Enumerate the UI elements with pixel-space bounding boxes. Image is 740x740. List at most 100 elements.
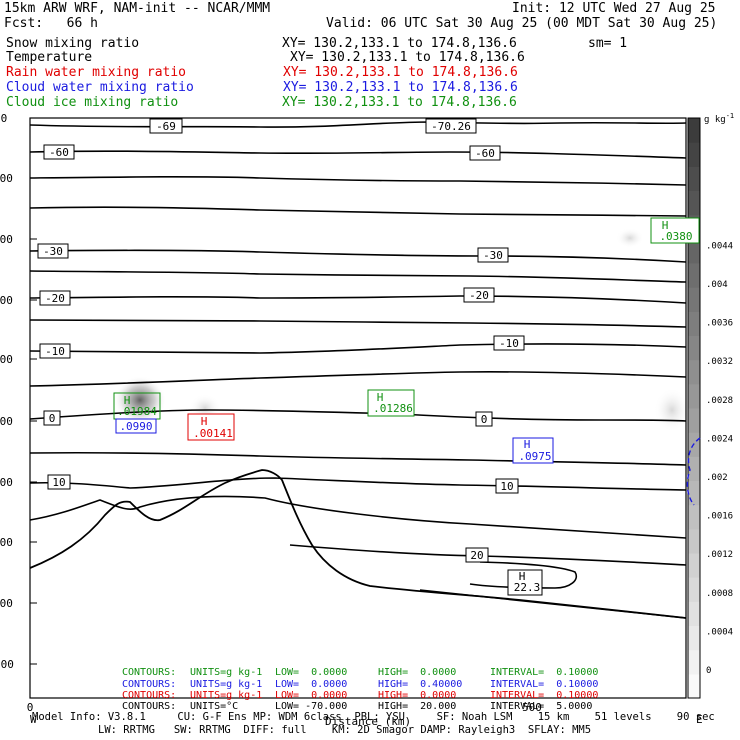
field-snow-xy: XY= 130.2,133.1 to 174.8,136.6 (282, 36, 517, 51)
label-max-temp-h: H (519, 570, 526, 583)
colorbar-swatch (688, 480, 700, 506)
y-tick-000: 000 (0, 658, 14, 671)
x-axis-label: Distance (km) (325, 715, 412, 728)
label-twenty: 20 (470, 549, 483, 562)
field-cloudwater-xy: XY= 130.2,133.1 to 174.8,136.6 (283, 80, 518, 95)
isotherm--30 (29, 249, 687, 263)
header-valid: Valid: 06 UTC Sat 30 Aug 25 (00 MDT Sat … (326, 16, 718, 31)
y-tick-700: 700 (0, 476, 13, 489)
legend-water-label: CONTOURS: (122, 679, 177, 690)
label-minus10-w: -10 (45, 345, 65, 358)
field-temperature-xy: XY= 130.2,133.1 to 174.8,136.6 (290, 50, 525, 65)
colorbar-tick-label: .0016 (706, 512, 733, 522)
label-minus7026: -70.26 (431, 120, 471, 133)
legend-ice-interval: INTERVAL= 0.10000 (490, 667, 599, 678)
field-cloudice-name: Cloud ice mixing ratio (6, 95, 179, 110)
label-zero-w: 0 (49, 412, 56, 425)
y-tick-400: 400 (0, 294, 13, 307)
y-tick-300: 300 (0, 233, 13, 246)
snow-shade-blob-east (654, 388, 690, 432)
field-cloudwater-name: Cloud water mixing ratio (6, 80, 194, 95)
legend-rain-high: HIGH= 0.0000 (378, 690, 457, 701)
colorbar-tick-label: .0008 (706, 589, 733, 599)
max-value-water-east: .0975 (518, 450, 551, 463)
label-box-minus69 (149, 118, 183, 134)
max-box-ice-mid (367, 389, 415, 417)
label-ten-e: 10 (500, 480, 513, 493)
isotherm--10 (29, 343, 687, 354)
header-init: Init: 12 UTC Wed 27 Aug 25 (512, 1, 716, 16)
legend-water-interval: INTERVAL= 0.10000 (490, 679, 599, 690)
legend-rain-label: CONTOURS: (122, 690, 177, 701)
legend-temp-low: LOW= -70.000 (275, 701, 348, 712)
isotherm--40 (29, 206, 687, 217)
colorbar-swatch (688, 311, 700, 336)
max-value-rain: .00141 (193, 427, 233, 440)
legend-water-high: HIGH= 0.40000 (378, 679, 463, 690)
max-value-water-west: .0990 (119, 420, 152, 433)
colorbar-swatch (688, 359, 700, 385)
label-box-minus30-e (477, 247, 509, 263)
label-box-minus20-w (39, 290, 71, 306)
legend-water-units: UNITS=g kg-1 (190, 679, 263, 690)
max-value-ice-mid: .01286 (373, 402, 413, 415)
label-box-minus7026 (425, 118, 477, 134)
plot-frame (29, 117, 687, 699)
label-box-zero-w (43, 410, 61, 426)
label-minus60-w: -60 (49, 146, 69, 159)
colorbar-tick-label: .0012 (706, 550, 733, 560)
legend-rain-low: LOW= 0.0000 (275, 690, 348, 701)
colorbar-swatch (688, 504, 700, 530)
legend-ice-units: UNITS=g kg-1 (190, 667, 263, 678)
isotherm--25 (29, 270, 687, 283)
colorbar-tick-label: .0032 (706, 357, 733, 367)
label-box-ten-e (495, 478, 519, 494)
label-minus60-e: -60 (475, 147, 495, 160)
isotherm--5 (29, 371, 687, 387)
colorbar-swatch (688, 118, 700, 143)
label-minus20-w: -20 (45, 292, 65, 305)
legend-rain-units: UNITS=g kg-1 (190, 690, 263, 701)
x-tick-500: 500 (522, 701, 542, 714)
footer-model-info: Model Info: V3.8.1 CU: G-F Ens MP: WDM 6… (32, 711, 715, 723)
label-box-minus60-w (43, 144, 75, 160)
label-ten-w: 10 (52, 476, 65, 489)
max-box-water-west (115, 418, 157, 434)
colorbar-swatch (688, 238, 700, 264)
field-cloudice-xy: XY= 130.2,133.1 to 174.8,136.6 (282, 95, 517, 110)
max-mark-ice-west: H (124, 394, 131, 407)
label-box-minus10-w (39, 343, 71, 359)
legend-temp-interval: INTERVAL= 5.0000 (490, 701, 593, 712)
x-tick-0: 0 (27, 701, 34, 714)
colorbar-tick-label: .004 (706, 280, 728, 290)
legend-temp-high: HIGH= 20.000 (378, 701, 457, 712)
label-minus10-e: -10 (499, 337, 519, 350)
colorbar-tick-label: .0024 (706, 434, 733, 444)
colorbar-frame (687, 117, 701, 699)
y-tick-600: 600 (0, 415, 13, 428)
colorbar-swatch (688, 263, 700, 288)
label-box-ten-w (47, 474, 71, 490)
label-box-minus10-e (493, 335, 525, 351)
label-max-temp-value: 22.3 (514, 581, 541, 594)
max-value-ice-east: .0380 (659, 230, 692, 243)
colorbar-swatch (688, 335, 700, 361)
y-tick-900: 900 (0, 597, 13, 610)
colorbar-swatch (688, 577, 700, 602)
legend-rain-interval: INTERVAL= 0.10000 (490, 690, 599, 701)
colorbar-swatch (688, 553, 700, 578)
field-rain-xy: XY= 130.2,133.1 to 174.8,136.6 (283, 65, 518, 80)
isotherm-5 (29, 451, 687, 466)
label-minus30-w: -30 (43, 245, 63, 258)
colorbar-swatch (688, 601, 700, 626)
y-tick-00: 00 (0, 112, 7, 125)
colorbar-swatch (688, 383, 700, 409)
label-minus20-e: -20 (469, 289, 489, 302)
legend-ice-high: HIGH= 0.0000 (378, 667, 457, 678)
max-box-ice-east (650, 217, 700, 244)
y-tick-500: 500 (0, 353, 13, 366)
max-mark-rain: H (201, 415, 208, 428)
colorbar-swatch (688, 166, 700, 191)
header-title: 15km ARW WRF, NAM-init -- NCAR/MMM (4, 1, 271, 16)
label-zero-e: 0 (481, 413, 488, 426)
